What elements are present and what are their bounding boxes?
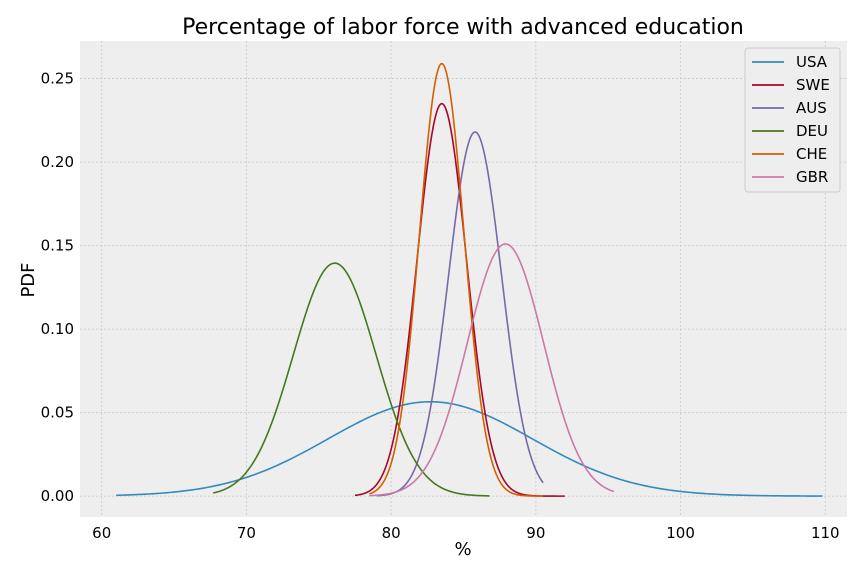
y-tick-label: 0.10 — [41, 320, 74, 338]
series-line-deu — [212, 262, 490, 497]
x-tick-label: 60 — [92, 524, 111, 542]
y-tick-label: 0.00 — [41, 487, 74, 505]
plot-background — [80, 41, 847, 517]
series-lines — [116, 62, 823, 497]
y-tick-label: 0.05 — [41, 404, 74, 422]
series-line-gbr — [369, 243, 615, 497]
x-tick-labels: 60 70 80 90 100 110 — [92, 524, 839, 542]
legend-label-swe: SWE — [796, 76, 830, 94]
y-tick-labels: 0.00 0.05 0.10 0.15 0.20 0.25 — [41, 70, 74, 506]
series-line-usa — [116, 400, 823, 497]
y-tick-label: 0.15 — [41, 237, 74, 255]
legend: USA SWE AUS DEU CHE GBR — [744, 47, 841, 193]
grid — [80, 41, 847, 517]
y-tick-label: 0.25 — [41, 70, 74, 88]
x-tick-label: 100 — [666, 524, 695, 542]
x-tick-label: 90 — [526, 524, 545, 542]
legend-label-deu: DEU — [796, 122, 828, 140]
legend-label-usa: USA — [796, 53, 828, 71]
legend-box — [744, 47, 841, 193]
x-axis-label: % — [454, 539, 471, 560]
chart-title: Percentage of labor force with advanced … — [182, 15, 744, 40]
x-tick-label: 70 — [237, 524, 256, 542]
y-axis-label: PDF — [18, 262, 39, 297]
legend-label-gbr: GBR — [796, 168, 828, 186]
x-tick-label: 80 — [382, 524, 401, 542]
y-tick-label: 0.20 — [41, 153, 74, 171]
series-line-che — [369, 62, 544, 497]
legend-label-che: CHE — [796, 145, 827, 163]
x-tick-label: 110 — [811, 524, 840, 542]
legend-label-aus: AUS — [796, 99, 827, 117]
